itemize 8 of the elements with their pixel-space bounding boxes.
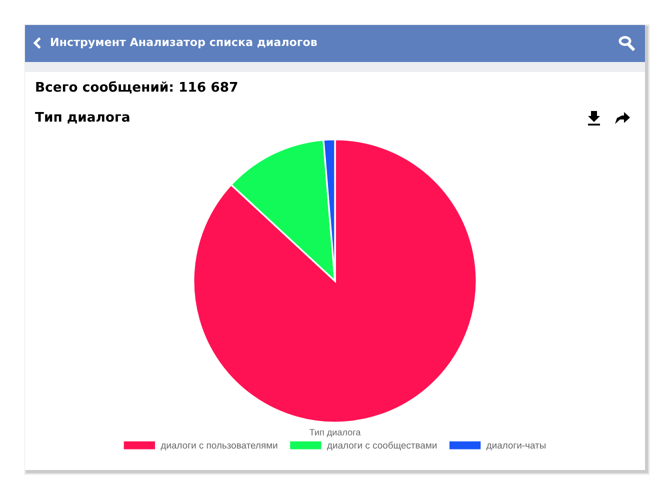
chart-title: Тип диалога: [35, 112, 130, 124]
legend-label: диалоги с сообществами: [327, 442, 437, 450]
legend-label: диалоги-чаты: [486, 443, 546, 450]
text: Инструмент Анализатор списка диалогов: [51, 38, 317, 48]
text: Тип диалога: [310, 429, 361, 438]
text: Всего сообщений: 116 687: [36, 81, 238, 94]
pie-slice: [192, 138, 478, 424]
legend-label: диалоги с пользователями: [160, 443, 278, 450]
